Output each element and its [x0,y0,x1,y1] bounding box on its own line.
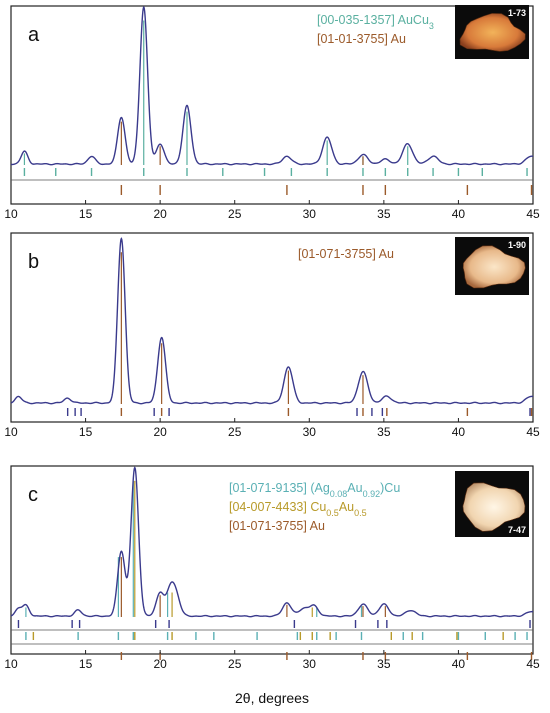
x-axis-label: 2θ, degrees [235,690,309,706]
ref-ticks-Au [120,408,533,416]
legend-code: [04-007-4433] [229,500,310,514]
legend-code: [01-071-9135] [229,481,310,495]
ref-ticks-AuCu3 [23,168,528,176]
sample-photo: 1-90 [455,237,529,295]
panel-c: 10 15 20 25 30 35 40 45c [01-071-9135] (Ag0.08Au… [4,465,540,671]
legend-code: [01-071-3755] [298,247,379,261]
x-tick-label: 35 [377,657,391,671]
grain-shape [462,482,526,532]
panel-a: 10 15 20 25 30 35 40 45a[00-035-1357] AuCu3[01-… [4,5,540,221]
ref-ticks-extra [17,620,531,628]
x-tick-label: 35 [377,207,391,221]
legend-phase: Au [339,500,354,514]
legend-code: [01-071-3755] [229,519,310,533]
diffraction-pattern [10,237,534,405]
legend-subscript: 0.08 [330,489,348,499]
legend-entry: [01-071-9135] (Ag0.08Au0.92)Cu [229,481,400,499]
diffraction-pattern [10,466,534,618]
legend-phase: Au [379,247,394,261]
sample-photo: 7-47 [455,471,529,537]
diffraction-pattern [10,5,534,166]
legend-phase: Au [347,481,362,495]
panel-letter: a [28,24,40,46]
plot-frame [10,465,534,655]
grain-shape [462,245,526,289]
legend-phase: Cu [310,500,326,514]
x-tick-label: 25 [228,657,242,671]
ref-ticks-extra [66,408,531,416]
legend-subscript: 0.5 [326,508,339,518]
sample-label: 1-73 [508,8,526,18]
plot-frame [10,5,534,205]
ref-ticks-Au [120,652,533,660]
x-tick-label: 30 [303,207,317,221]
x-tick-label: 10 [4,425,18,439]
x-tick-label: 40 [452,207,466,221]
x-tick-label: 40 [452,425,466,439]
x-tick-label: 30 [303,425,317,439]
x-tick-label: 20 [153,657,167,671]
sample-photo: 1-73 [455,5,529,59]
legend-phase: AuCu [398,13,429,27]
legend-phase: Au [310,519,325,533]
ref-ticks--Ag0-08Au0-92-Cu [25,632,528,640]
panel-b: 10 15 20 25 30 35 40 45 b [01-071-3755] Au 1-90 [4,232,540,439]
x-tick-label: 15 [79,657,93,671]
x-tick-label: 45 [526,207,540,221]
sample-label: 7-47 [508,525,526,535]
x-tick-label: 45 [526,657,540,671]
ref-ticks-Au [120,185,533,195]
x-tick-label: 15 [79,425,93,439]
legend-code: [00-035-1357] [317,13,398,27]
legend-entry: [01-071-3755] Au [298,247,394,261]
x-tick-label: 35 [377,425,391,439]
x-tick-label: 15 [79,207,93,221]
x-tick-label: 40 [452,657,466,671]
legend-code: [01-01-3755] [317,32,391,46]
x-tick-label: 10 [4,657,18,671]
legend-subscript: 0.5 [354,508,367,518]
grain-shape [459,13,526,52]
sample-label: 1-90 [508,240,526,250]
legend-subscript: 3 [429,21,434,31]
legend-entry: [04-007-4433] Cu0.5Au0.5 [229,500,367,518]
legend-subscript: 0.92 [363,489,381,499]
plot-frame [10,232,534,423]
x-tick-label: 25 [228,425,242,439]
x-tick-label: 20 [153,425,167,439]
legend-phase: (Ag [310,481,330,495]
legend-phase: Au [391,32,406,46]
legend-entry: [01-01-3755] Au [317,32,406,46]
x-tick-label: 10 [4,207,18,221]
x-tick-label: 20 [153,207,167,221]
panel-letter: c [28,484,38,506]
panel-letter: b [28,251,39,273]
x-tick-label: 25 [228,207,242,221]
ref-ticks-Cu0-5Au0-5 [32,632,504,640]
x-tick-label: 45 [526,425,540,439]
legend-phase: )Cu [380,481,400,495]
x-tick-label: 30 [303,657,317,671]
legend-entry: [01-071-3755] Au [229,519,325,533]
legend-entry: [00-035-1357] AuCu3 [317,13,434,31]
